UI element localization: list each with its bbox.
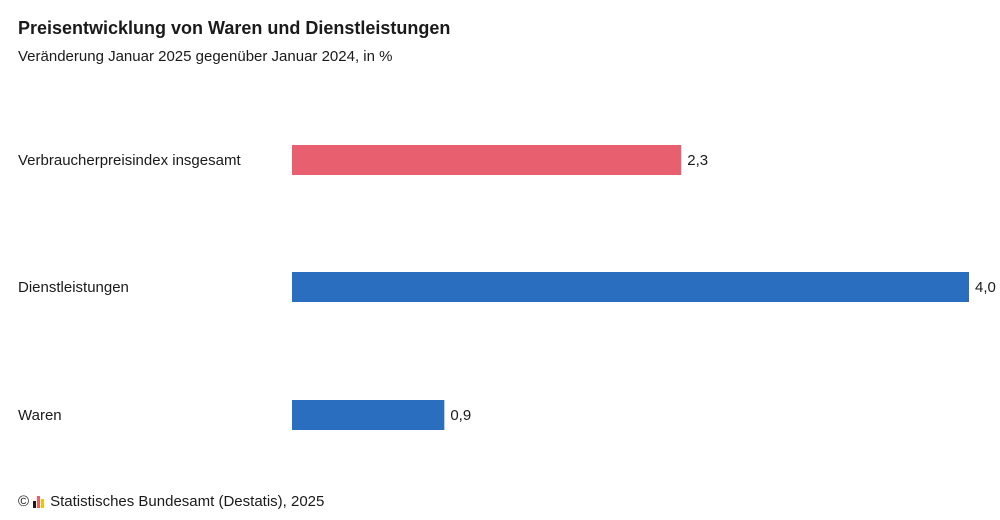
- category-label: Verbraucherpreisindex insgesamt: [18, 152, 241, 169]
- destatis-logo-icon: [33, 495, 45, 508]
- chart-title: Preisentwicklung von Waren und Dienstlei…: [18, 18, 451, 38]
- bar: [292, 400, 445, 430]
- value-label: 4,0: [975, 279, 996, 296]
- source-text: Statistisches Bundesamt (Destatis), 2025: [50, 493, 325, 510]
- value-label: 0,9: [450, 407, 471, 424]
- bar-chart: Verbraucherpreisindex insgesamt 2,3 Dienst…: [18, 145, 996, 430]
- bar: [292, 272, 969, 302]
- source-footer: © Statistisches Bundesamt (Destatis), 20…: [18, 493, 324, 510]
- value-label: 2,3: [687, 152, 708, 169]
- copyright-symbol: ©: [18, 493, 30, 510]
- category-label: Waren: [18, 407, 62, 424]
- bar: [292, 145, 682, 175]
- chart-subtitle: Veränderung Januar 2025 gegenüber Januar…: [18, 48, 393, 65]
- category-label: Dienstleistungen: [18, 279, 129, 296]
